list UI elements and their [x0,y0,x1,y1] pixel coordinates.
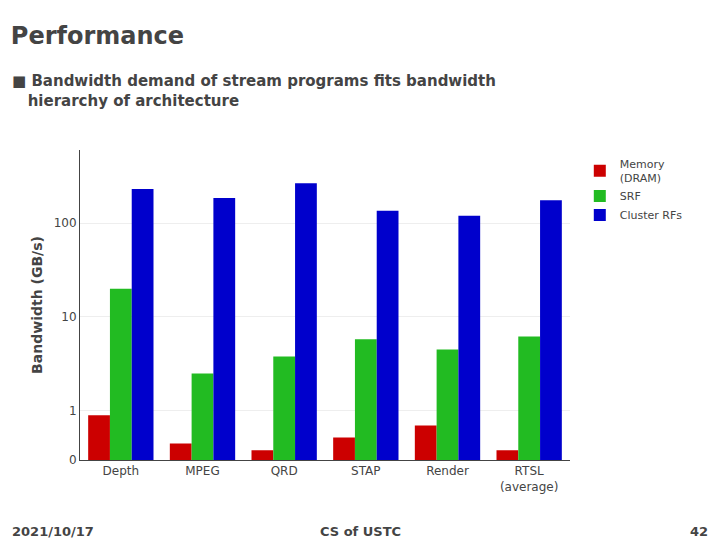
svg-text:10: 10 [61,310,76,324]
svg-text:QRD: QRD [271,464,298,478]
svg-text:MPEG: MPEG [185,464,219,478]
svg-text:Depth: Depth [103,464,140,478]
svg-text:STAP: STAP [351,464,380,478]
svg-text:Bandwidth (GB/s): Bandwidth (GB/s) [29,236,45,374]
svg-text:100: 100 [54,216,77,230]
svg-text:0: 0 [69,453,77,467]
svg-text:42: 42 [690,524,708,539]
svg-text:Performance: Performance [11,22,184,50]
svg-text:2021/10/17: 2021/10/17 [12,524,94,539]
svg-text:SRF: SRF [620,190,641,203]
svg-text:RTSL(average): RTSL(average) [500,464,559,494]
svg-text:Memory(DRAM): Memory(DRAM) [620,158,665,185]
svg-text:1: 1 [69,404,77,418]
svg-text:CS of USTC: CS of USTC [320,524,401,539]
svg-text:Cluster RFs: Cluster RFs [620,209,683,222]
svg-text:Render: Render [426,464,469,478]
svg-text:■ Bandwidth demand of stream p: ■ Bandwidth demand of stream programs fi… [12,72,496,110]
